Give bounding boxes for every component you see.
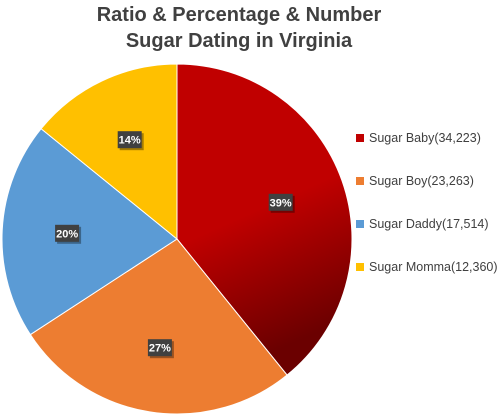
data-label-box xyxy=(147,339,172,357)
data-label-box xyxy=(117,131,142,149)
pie-slice-sugar-momma[interactable] xyxy=(40,63,178,241)
pie-slice-sugar-boy[interactable] xyxy=(29,238,288,415)
data-label-text: 20% xyxy=(56,228,78,240)
legend-label: Sugar Baby(34,223) xyxy=(369,131,481,145)
legend-label: Sugar Daddy(17,514) xyxy=(369,217,489,231)
pie-slices xyxy=(1,63,353,415)
legend-label: Sugar Momma(12,360) xyxy=(369,260,498,274)
legend-swatch xyxy=(356,134,364,142)
data-label-text: 14% xyxy=(119,135,141,147)
pie-data-label: 39% xyxy=(268,193,295,213)
pie-data-labels: 39% 27% 20% 14% xyxy=(55,131,295,359)
data-label-box xyxy=(55,224,80,242)
pie-data-label: 27% xyxy=(147,339,174,359)
legend-swatch xyxy=(356,263,364,271)
pie-slice-sugar-baby[interactable] xyxy=(176,63,353,376)
legend-swatch xyxy=(356,177,364,185)
legend-label: Sugar Boy(23,263) xyxy=(369,174,474,188)
data-label-box xyxy=(268,193,293,211)
pie-data-label: 20% xyxy=(55,224,82,244)
chart-title-line-1: Ratio & Percentage & Number xyxy=(96,4,382,26)
data-label-text: 27% xyxy=(149,343,171,355)
pie-data-label: 14% xyxy=(117,131,144,151)
data-label-text: 39% xyxy=(270,197,292,209)
pie-slice-sugar-daddy[interactable] xyxy=(1,128,178,336)
chart-title-line-2: Sugar Dating in Virginia xyxy=(125,30,353,52)
legend-swatch xyxy=(356,220,364,228)
chart-title: Ratio & Percentage & Number Sugar Dating… xyxy=(0,2,478,54)
